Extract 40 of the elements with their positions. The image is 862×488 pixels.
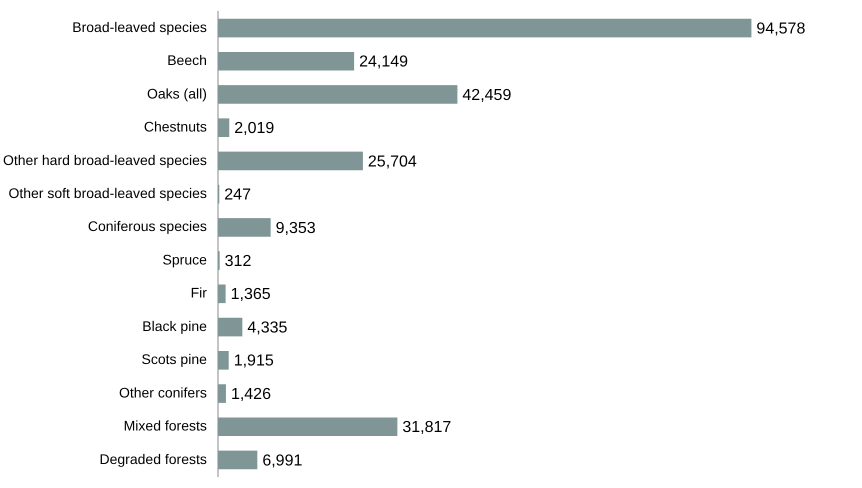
y-tick-label: Scots pine [142,351,208,368]
y-tick-label: Other hard broad-leaved species [2,152,207,168]
y-tick-label: Other soft broad-leaved species [8,185,207,202]
data-label: 247 [224,186,252,204]
data-label: 1,915 [234,352,274,370]
data-label: 6,991 [262,452,302,470]
y-tick-label: Fir [190,284,208,301]
data-label: 42,459 [462,86,512,104]
data-label: 312 [224,253,252,270]
bar [218,284,226,304]
y-tick-label: Beech [167,52,207,68]
y-tick-label: Oaks (all) [146,85,207,102]
bar [218,318,242,336]
bar [218,384,226,403]
data-label: 2,019 [234,120,274,138]
data-label: 25,704 [368,153,417,170]
y-tick-label: Spruce [162,251,208,268]
bar [218,417,398,436]
y-tick-label: Coniferous species [88,218,207,234]
data-label: 24,149 [359,54,408,71]
data-label: 31,817 [402,419,452,436]
bar [218,18,752,38]
y-tick-label: Other conifers [118,384,207,400]
data-label: 1,426 [230,386,272,403]
bar [218,350,229,370]
y-tick-label: Black pine [142,318,208,334]
data-label: 1,365 [230,286,271,304]
y-tick-label: Mixed forests [124,418,207,434]
y-tick-label: Degraded forests [99,450,207,467]
y-tick-label: Chestnuts [144,118,207,135]
y-tick-label: Broad-leaved species [72,18,207,35]
data-label: 94,578 [756,20,806,38]
bar [218,218,271,237]
bar [218,450,258,470]
bar [218,52,354,71]
bar [218,152,363,170]
bar [218,118,230,138]
bar [218,85,458,104]
data-label: 4,335 [247,319,288,336]
data-label: 9,353 [276,220,316,237]
